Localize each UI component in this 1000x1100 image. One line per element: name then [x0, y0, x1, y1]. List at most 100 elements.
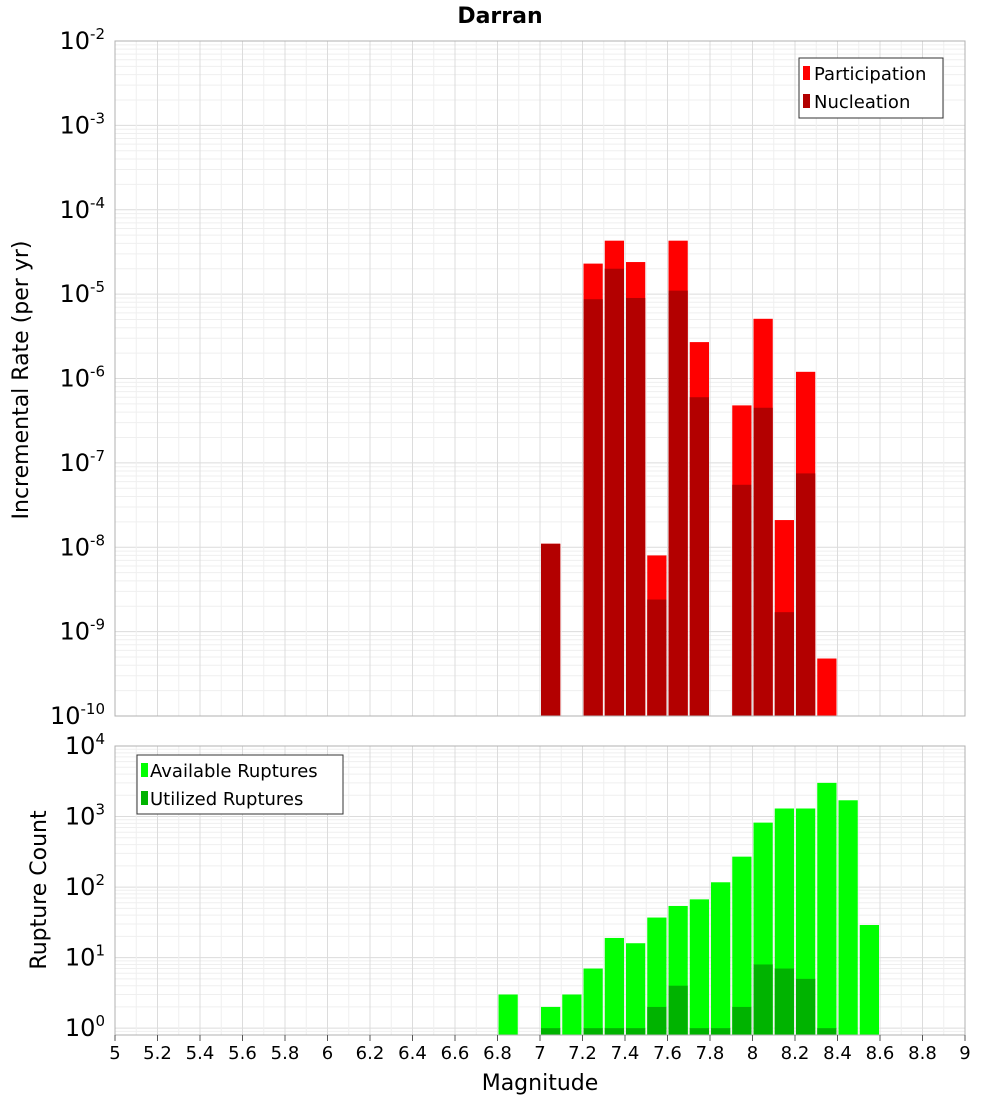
count-y-tick-label: 103: [65, 801, 105, 831]
available-ruptures-bar: [689, 899, 709, 1035]
rate-legend-box: [798, 57, 944, 119]
x-tick-label: 6.6: [441, 1043, 470, 1064]
nucleation-bar: [668, 290, 688, 716]
rate-y-ticks: 10-2 10-3 10-4 10-5 10-6 10-7 10-8 10-9 10-10: [50, 25, 105, 730]
rate-panel: 10-2 10-3 10-4 10-5 10-6 10-7 10-8 10-9 10-10 In…: [9, 25, 966, 730]
x-tick-label: 9: [959, 1043, 970, 1064]
x-tick-label: 6.2: [356, 1043, 385, 1064]
participation-bar: [817, 658, 837, 716]
utilized-legend-swatch: [141, 791, 148, 805]
utilized-ruptures-bar: [753, 964, 773, 1035]
x-tick-label: 8.2: [781, 1043, 810, 1064]
count-y-tick-label: 102: [65, 871, 105, 901]
utilized-ruptures-bar: [668, 985, 688, 1035]
available-legend-swatch: [141, 763, 148, 777]
nucleation-bar: [541, 543, 561, 716]
x-tick-label: 6: [322, 1043, 333, 1064]
nucleation-legend-label: Nucleation: [814, 92, 910, 113]
nucleation-bar: [689, 397, 709, 716]
rate-bars: [541, 240, 837, 717]
rate-y-tick-label: 10-2: [59, 25, 105, 55]
x-tick-label: 8.4: [823, 1043, 852, 1064]
x-tick-label: 8: [747, 1043, 758, 1064]
rate-y-tick-label: 10-9: [59, 616, 105, 646]
rate-y-tick-label: 10-6: [59, 363, 105, 393]
participation-legend-label: Participation: [814, 64, 926, 85]
available-ruptures-bar: [562, 994, 582, 1035]
count-y-tick-label: 100: [65, 1012, 105, 1042]
x-tick-label: 7: [534, 1043, 545, 1064]
count-y-tick-label: 104: [65, 730, 105, 760]
x-tick-label: 7.2: [568, 1043, 597, 1064]
magnitude-x-axis-label: Magnitude: [482, 1071, 599, 1096]
available-ruptures-bar: [498, 994, 518, 1035]
available-ruptures-bar: [796, 808, 816, 1035]
rate-y-tick-label: 10-3: [59, 109, 105, 139]
available-ruptures-bar: [732, 856, 752, 1035]
rate-plot-border: [114, 40, 966, 717]
count-y-tick-label: 101: [65, 942, 105, 972]
nucleation-bar: [626, 297, 646, 716]
nucleation-bar: [732, 484, 752, 716]
x-tick-label: 6.4: [398, 1043, 427, 1064]
utilized-ruptures-bar: [689, 1028, 709, 1035]
nucleation-bar: [753, 407, 773, 716]
nucleation-legend-swatch: [803, 94, 810, 108]
rate-y-tick-label: 10-10: [50, 700, 105, 730]
chart-title: Darran: [457, 4, 542, 29]
utilized-ruptures-bar: [796, 978, 816, 1035]
x-tick-label: 5.6: [228, 1043, 257, 1064]
nucleation-bar: [796, 473, 816, 716]
utilized-ruptures-bar: [647, 1006, 667, 1035]
utilized-ruptures-bar: [604, 1028, 624, 1035]
count-y-ticks: 104 103 102 101 100: [65, 730, 105, 1042]
rate-legend: Participation Nucleation: [798, 57, 944, 119]
rate-y-tick-label: 10-4: [59, 194, 105, 224]
x-tick-label: 8.8: [908, 1043, 937, 1064]
count-legend-box: [136, 754, 344, 815]
utilized-ruptures-bar: [583, 1028, 603, 1035]
x-tick-label: 6.8: [483, 1043, 512, 1064]
count-panel: 104 103 102 101 100 5 5.2 5.4 5.6 5.8 6 6.2 6.4 6.6 6…: [27, 730, 971, 1096]
utilized-ruptures-bar: [626, 1028, 646, 1035]
x-tick-label: 7.8: [696, 1043, 725, 1064]
utilized-ruptures-bar: [817, 1028, 837, 1035]
utilized-ruptures-bar: [711, 1028, 731, 1035]
available-ruptures-bar: [541, 1006, 561, 1035]
available-ruptures-bar: [647, 917, 667, 1035]
x-tick-label: 7.4: [611, 1043, 640, 1064]
utilized-ruptures-bar: [541, 1028, 561, 1035]
rate-y-tick-label: 10-5: [59, 278, 105, 308]
x-tick-label: 5.8: [271, 1043, 300, 1064]
participation-legend-swatch: [803, 66, 810, 80]
count-bars: [498, 782, 879, 1035]
x-tick-label: 5.4: [186, 1043, 215, 1064]
available-ruptures-bar: [838, 800, 858, 1035]
available-ruptures-bar: [859, 925, 879, 1035]
nucleation-bar: [647, 599, 667, 716]
x-tick-label: 7.6: [653, 1043, 682, 1064]
x-tick-label: 5.2: [143, 1043, 172, 1064]
utilized-ruptures-bar: [732, 1006, 752, 1035]
rate-y-tick-label: 10-8: [59, 531, 105, 561]
count-y-axis-label: Rupture Count: [27, 810, 52, 970]
available-legend-label: Available Ruptures: [150, 761, 318, 782]
available-ruptures-bar: [604, 937, 624, 1035]
available-ruptures-bar: [711, 882, 731, 1035]
rate-y-axis-label: Incremental Rate (per yr): [9, 241, 34, 520]
rate-y-tick-label: 10-7: [59, 447, 105, 477]
x-tick-label: 5: [109, 1043, 120, 1064]
nucleation-bar: [583, 299, 603, 716]
utilized-legend-label: Utilized Ruptures: [150, 789, 303, 810]
magnitude-x-ticks: 5 5.2 5.4 5.6 5.8 6 6.2 6.4 6.6 6.8 7 7.2 7.4 7.6 7.8 8…: [109, 1035, 971, 1064]
nucleation-bar: [604, 268, 624, 716]
rate-gridlines: [114, 40, 966, 717]
x-tick-label: 8.6: [866, 1043, 895, 1064]
available-ruptures-bar: [583, 968, 603, 1035]
available-ruptures-bar: [817, 782, 837, 1035]
available-ruptures-bar: [626, 943, 646, 1035]
utilized-ruptures-bar: [774, 968, 794, 1035]
count-legend: Available Ruptures Utilized Ruptures: [136, 754, 344, 815]
nucleation-bar: [774, 612, 794, 716]
